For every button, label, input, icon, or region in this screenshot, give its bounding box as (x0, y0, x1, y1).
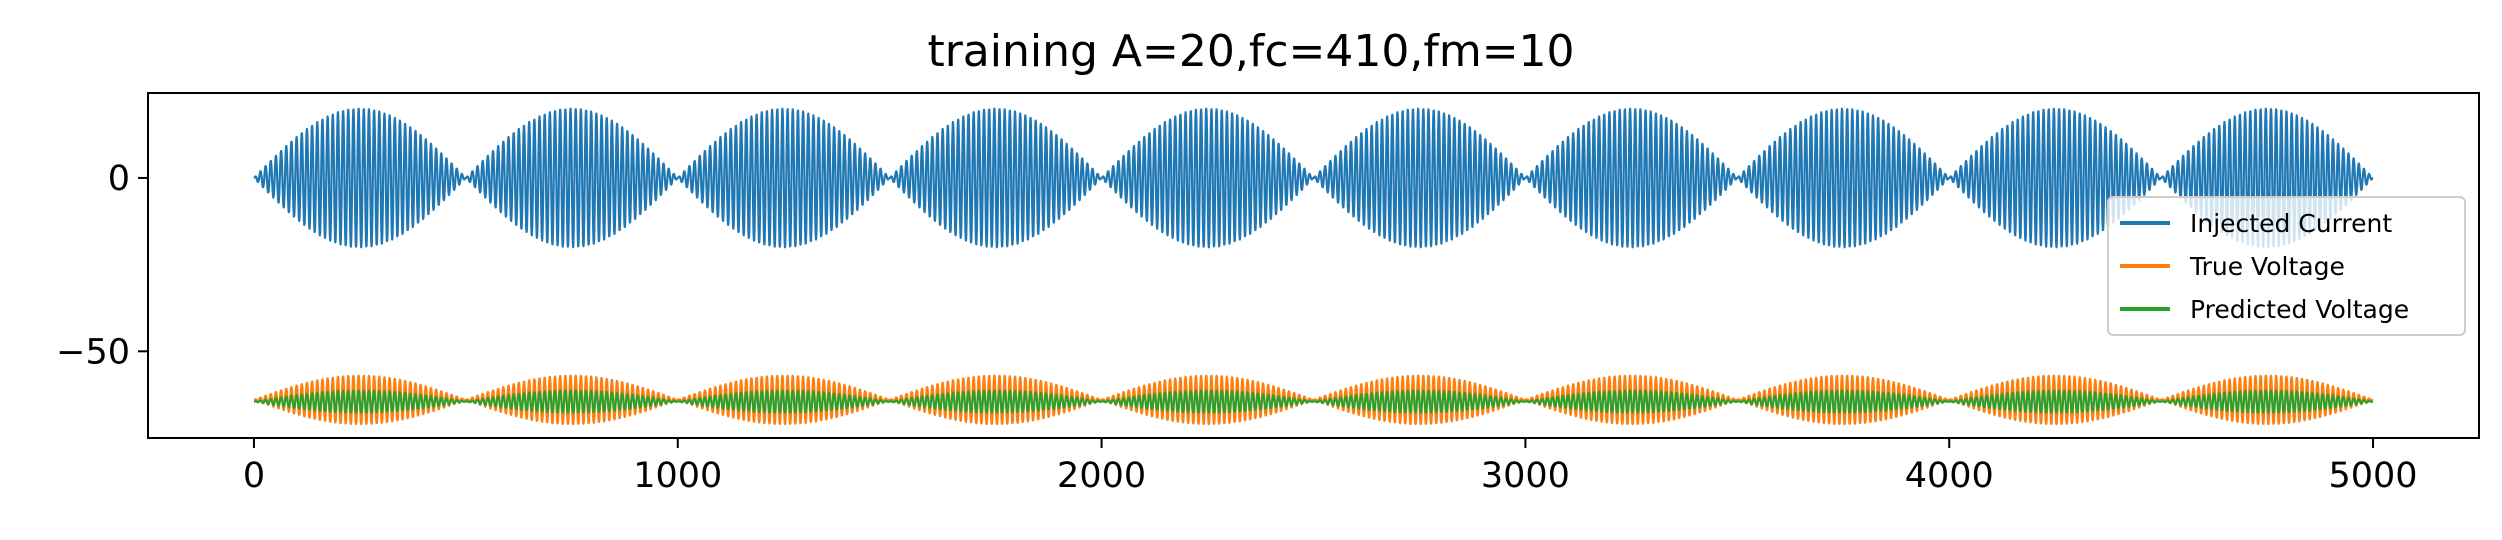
chart-title: training A=20,fc=410,fm=10 (927, 26, 1574, 77)
x-tick-label: 1000 (633, 456, 722, 496)
legend-label: Injected Current (2190, 209, 2392, 238)
legend: Injected Current True Voltage Predicted Vo… (2107, 196, 2466, 336)
x-tick-label: 0 (243, 456, 265, 496)
legend-label: True Voltage (2189, 252, 2345, 281)
plot-area (147, 92, 2480, 439)
series-layer (253, 107, 2374, 426)
x-tick-label: 5000 (2329, 456, 2418, 496)
x-tick-label: 2000 (1057, 456, 1146, 496)
y-tick-label: 0 (108, 159, 130, 199)
series-line-3 (253, 389, 2374, 414)
x-axis: 0 1000 2000 3000 4000 5000 (243, 438, 2418, 496)
x-tick-label: 3000 (1481, 456, 1570, 496)
legend-label: Predicted Voltage (2190, 295, 2409, 324)
series-line-1 (253, 107, 2374, 249)
legend-box (2107, 196, 2466, 336)
x-tick-label: 4000 (1905, 456, 1994, 496)
y-tick-label: −50 (56, 332, 130, 372)
series-line-2 (253, 374, 2374, 426)
axes-frame (147, 92, 2480, 439)
y-axis: 0 −50 (56, 159, 148, 372)
